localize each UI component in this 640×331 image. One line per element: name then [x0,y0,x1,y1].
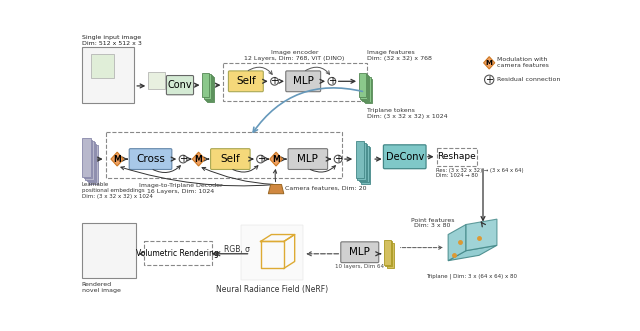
Text: Reshape: Reshape [437,152,476,161]
Text: RGB, σ: RGB, σ [223,245,250,254]
Bar [387,243,394,268]
Text: Self: Self [236,76,256,86]
FancyBboxPatch shape [211,149,250,169]
Bar [81,47,134,103]
Bar [88,144,97,182]
Bar [148,72,165,89]
Bar [385,241,392,266]
Bar [360,146,369,182]
Bar [204,74,211,99]
Bar [241,224,303,280]
Bar [362,147,370,184]
Text: MLP: MLP [292,76,314,86]
Text: Image encoder
12 Layers, Dim: 768, ViT (DINO): Image encoder 12 Layers, Dim: 768, ViT (… [244,51,345,61]
Text: +: + [334,154,342,164]
Text: M: M [272,155,280,164]
Bar [207,77,214,102]
Text: Image features
Dim: (32 x 32) x 768: Image features Dim: (32 x 32) x 768 [367,51,431,61]
Bar [91,54,114,78]
Text: M: M [195,155,202,164]
Circle shape [179,155,187,163]
Bar [356,141,364,178]
FancyBboxPatch shape [129,149,172,169]
Polygon shape [466,219,497,251]
Bar [205,75,212,100]
Text: +: + [179,154,187,164]
Bar [83,138,91,177]
Text: Triplane tokens
Dim: (3 x 32 x 32) x 1024: Triplane tokens Dim: (3 x 32 x 32) x 102… [367,108,447,119]
Text: Residual connection: Residual connection [497,77,561,82]
FancyBboxPatch shape [228,71,263,92]
Bar [85,141,93,179]
Bar [358,144,367,181]
FancyBboxPatch shape [286,71,321,92]
Bar [359,73,366,97]
Circle shape [334,155,342,163]
Text: +: + [257,154,264,164]
Text: MLP: MLP [349,247,370,257]
Polygon shape [268,184,284,194]
Text: Volumetric Rendering: Volumetric Rendering [136,249,219,258]
Text: Conv: Conv [168,80,192,90]
Bar [206,76,213,101]
Text: M: M [486,60,493,66]
Text: Camera features, Dim: 20: Camera features, Dim: 20 [285,186,367,191]
Bar [106,132,342,178]
Text: +: + [328,76,336,86]
Bar [362,76,369,101]
Circle shape [271,77,278,85]
Bar [90,145,98,184]
Bar [86,142,95,181]
Text: Res: (3 x 32 x 32) → (3 x 64 x 64)
Dim: 1024 → 80: Res: (3 x 32 x 32) → (3 x 64 x 64) Dim: … [436,167,524,178]
Bar [364,77,371,102]
Polygon shape [192,152,205,166]
Polygon shape [111,152,124,166]
Circle shape [257,155,264,163]
FancyBboxPatch shape [340,242,379,262]
Bar [143,241,212,264]
Text: Self: Self [220,154,240,164]
Polygon shape [448,245,497,261]
Bar [362,75,368,100]
Text: Cross: Cross [136,154,165,164]
Bar [436,148,477,166]
Bar [357,143,366,180]
Text: Rendered
novel image: Rendered novel image [81,282,120,293]
Bar [84,140,92,178]
Text: Triplane | Dim: 3 x (64 x 64) x 80: Triplane | Dim: 3 x (64 x 64) x 80 [426,273,517,278]
FancyBboxPatch shape [383,145,426,169]
Text: M: M [113,155,121,164]
Polygon shape [484,57,495,69]
FancyBboxPatch shape [166,75,193,95]
Circle shape [328,77,336,85]
Polygon shape [270,152,282,166]
Bar [81,223,136,278]
Circle shape [484,75,494,84]
Text: Modulation with
camera features: Modulation with camera features [497,57,549,68]
Text: MLP: MLP [298,154,318,164]
Bar [223,63,367,101]
Bar [365,78,372,103]
Text: +: + [271,76,278,86]
FancyBboxPatch shape [288,149,328,169]
Text: Point features
Dim: 3 x 80: Point features Dim: 3 x 80 [411,217,454,228]
Text: Learnable
positional embeddings
Dim: (3 x 32 x 32) x 1024: Learnable positional embeddings Dim: (3 … [81,182,152,199]
Text: +: + [485,75,493,85]
Bar [202,73,209,97]
Polygon shape [448,224,466,261]
Text: Image-to-Triplane Decoder
16 Layers, Dim: 1024: Image-to-Triplane Decoder 16 Layers, Dim… [139,183,223,194]
Text: Single input image
Dim: 512 x 512 x 3: Single input image Dim: 512 x 512 x 3 [81,35,141,46]
Text: Neural Radiance Field (NeRF): Neural Radiance Field (NeRF) [216,285,328,294]
Text: 10 layers, Dim 64: 10 layers, Dim 64 [335,264,384,269]
Bar [360,74,367,99]
Text: DeConv: DeConv [385,152,424,162]
Bar [384,240,391,264]
